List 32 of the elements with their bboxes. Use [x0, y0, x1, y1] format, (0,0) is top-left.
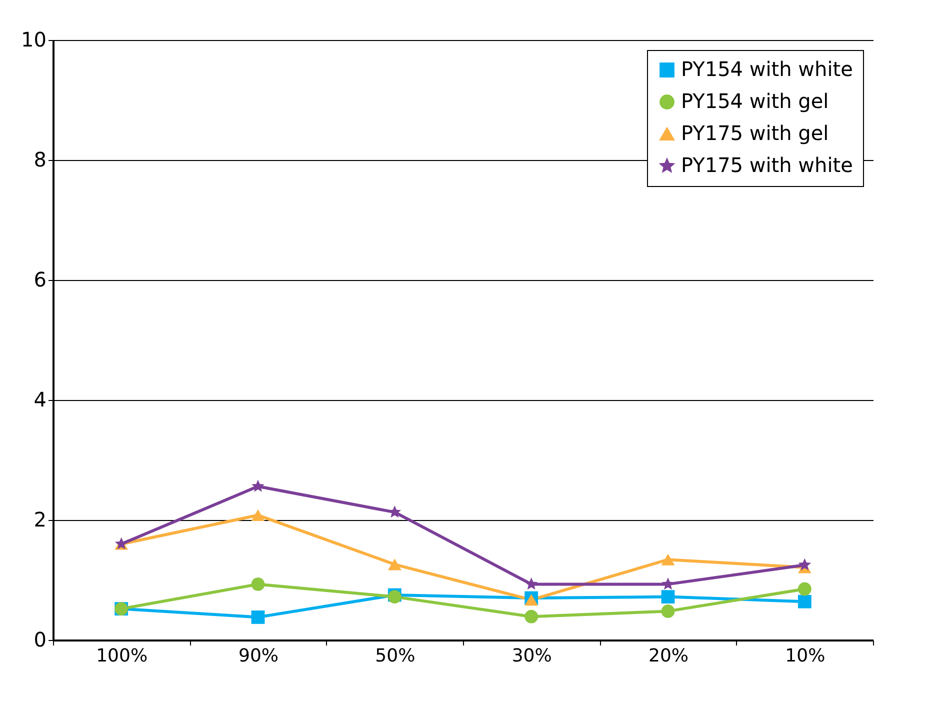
point	[524, 594, 538, 606]
x-tick-label: 100%	[96, 646, 148, 666]
y-tick-label: 6	[34, 268, 46, 292]
point	[388, 558, 402, 570]
x-tick-label: 90%	[238, 646, 279, 666]
point	[661, 604, 675, 618]
legend-label: PY175 with gel	[681, 121, 829, 145]
y-tick-label: 0	[34, 628, 46, 652]
point	[661, 554, 675, 566]
point	[661, 590, 675, 604]
point	[798, 594, 812, 608]
x-tick-label: 20%	[648, 646, 689, 666]
point	[524, 610, 538, 624]
point	[662, 577, 674, 590]
point	[798, 582, 812, 596]
x-tick-label: 10%	[785, 646, 826, 666]
point	[251, 610, 265, 624]
y-tick-label: 10	[21, 28, 46, 52]
point	[251, 578, 265, 591]
y-tick-label: 2	[34, 508, 46, 532]
x-tick-label: 30%	[512, 646, 552, 666]
point	[251, 509, 265, 522]
legend-label: PY175 with white	[681, 153, 853, 177]
legend-label: PY154 with white	[681, 57, 853, 81]
legend-label: PY154 with gel	[681, 89, 829, 113]
y-tick-label: 4	[34, 388, 46, 412]
point	[252, 480, 264, 492]
x-tick-label: 50%	[375, 646, 416, 666]
point	[524, 577, 538, 590]
point	[798, 558, 812, 570]
y-tick-label: 8	[34, 148, 46, 172]
point	[388, 505, 402, 518]
